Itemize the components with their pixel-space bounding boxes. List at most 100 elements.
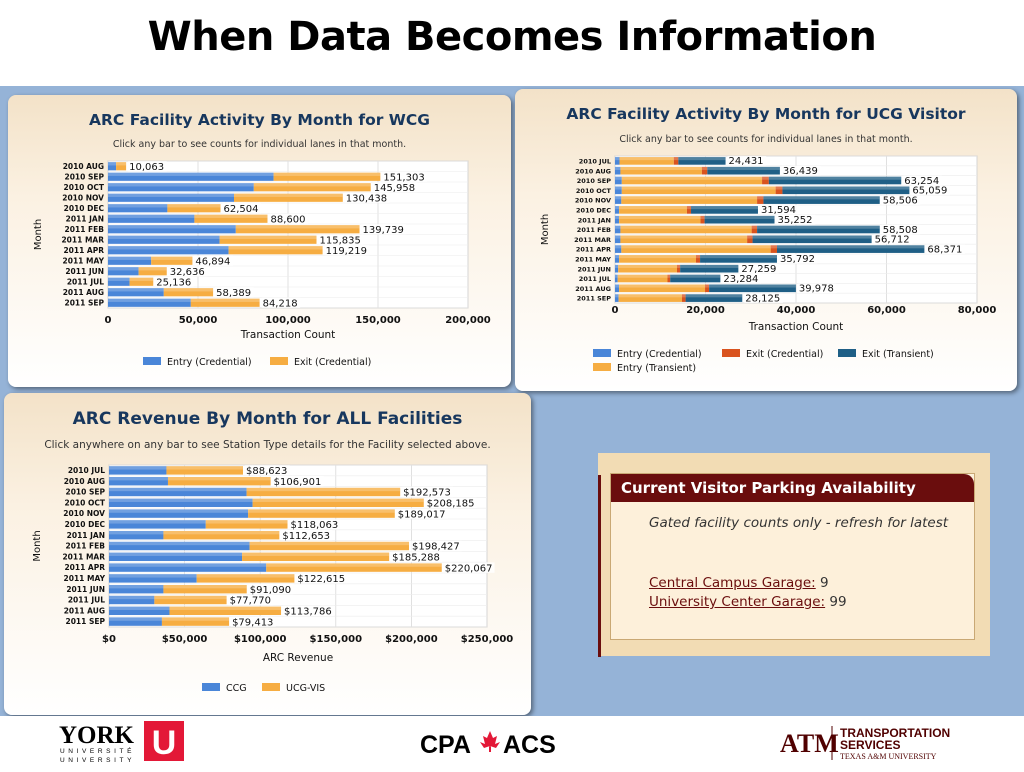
bar-highlight [680,264,739,268]
bar-segment [166,466,243,475]
y-tick-label: 2011 MAR [574,236,611,244]
bar-segment [776,245,925,253]
bar-segment [615,245,622,253]
y-tick-label: 2010 NOV [63,509,105,518]
bar-total-bg [244,465,290,476]
y-tick-label: 2011 APR [64,563,105,572]
y-tick-label: 2011 SEP [65,617,105,626]
bar-total-label: 27,259 [741,264,776,275]
bar-highlight [109,509,249,513]
y-tick-label: 2010 OCT [576,187,612,195]
tamu-mark: ATM [780,729,839,758]
bar-total-label: $88,623 [246,466,287,477]
bar-highlight [618,264,677,268]
bar-total-label: 36,439 [783,166,818,177]
legend-swatch [838,349,856,357]
bar-highlight [161,617,230,621]
bar-highlight [686,206,692,210]
bar-segment [678,157,726,165]
x-tick-label: 0 [612,305,619,316]
bar-highlight [166,466,243,470]
bar-highlight [246,487,401,492]
y-tick-label: 2010 AUG [575,167,611,175]
y-tick-label: 2011 JUL [67,277,104,286]
bar-segment [163,584,247,594]
bar-total-bg [372,182,418,193]
bar-highlight [108,204,168,208]
x-tick-label: 50,000 [179,315,218,326]
bar-total-bg [402,486,453,498]
bar-highlight [673,157,679,161]
bar-segment [109,584,164,594]
bar-segment [108,267,139,276]
bar-total-bg [281,529,333,541]
garage-central-campus-link[interactable]: Central Campus Garage: [649,575,816,591]
bar-total-label: $77,770 [230,596,271,607]
bar-segment [621,196,758,204]
bar-highlight [615,186,622,190]
bar-segment [768,176,902,185]
y-axis-label: Month [32,530,43,561]
bar-highlight [108,256,152,260]
bar-segment [167,476,271,486]
bar-total-bg [344,192,390,203]
bar-total-bg [128,161,167,172]
bar-segment [129,277,154,286]
bar-highlight [109,552,243,556]
bar-segment [109,606,170,616]
bar-total-bg [759,205,799,215]
bar-highlight [109,487,247,492]
bar-total-bg [248,583,294,595]
bar-segment [757,196,764,204]
bar-highlight [705,284,710,288]
bar-segment [619,284,706,293]
y-tick-label: 2011 JUN [578,265,612,273]
bar-segment [109,509,249,518]
bar-highlight [751,225,758,229]
garage-university-center-link[interactable]: University Center Garage: [649,594,826,610]
bar-segment [253,183,371,192]
bar-segment [196,574,295,583]
bar-segment [621,186,776,195]
bar-highlight [615,206,620,210]
bar-segment [619,255,696,263]
chart-panel-wcg: ARC Facility Activity By Month for WCG Cl… [8,95,511,387]
bar-highlight [169,606,282,610]
bar-highlight [621,186,776,190]
bar-total-label: $79,413 [232,617,273,628]
bar-highlight [615,235,621,239]
x-tick-label: 150,000 [355,315,401,326]
x-tick-label: $0 [102,634,116,645]
bar-highlight [163,530,280,535]
bar-total-label: 39,978 [799,284,834,295]
bar-segment [667,274,671,283]
bar-segment [615,176,622,185]
bar-total-label: 58,389 [216,288,251,299]
footer: YORK UNIVERSITÉ UNIVERSITY U CPA ACS ATM… [0,716,1024,768]
bar-total-bg [391,551,442,563]
bar-segment [615,166,621,175]
bar-segment [249,541,410,551]
y-tick-label: 2010 SEP [64,172,104,181]
x-tick-label: 60,000 [867,305,906,316]
bar-segment [700,255,777,263]
bar-highlight [109,476,168,481]
bar-highlight [108,277,130,281]
bar-highlight [747,235,753,239]
cpa-left: CPA [420,731,471,759]
bar-total-label: $122,615 [297,574,345,585]
legend-label: UCG-VIS [286,683,325,694]
york-u-block [144,721,184,761]
legend-label: Entry (Credential) [167,357,252,368]
bar-segment [621,245,771,253]
bar-total-bg [873,234,913,245]
bar-segment [705,284,710,293]
bar-total-bg [228,594,274,606]
bar-segment [676,264,681,273]
y-tick-label: 2011 AUG [63,288,104,297]
bar-segment [619,215,701,224]
bar-segment [194,214,268,223]
bar-highlight [621,196,758,200]
bar-highlight [670,274,721,278]
bar-segment [615,196,622,204]
